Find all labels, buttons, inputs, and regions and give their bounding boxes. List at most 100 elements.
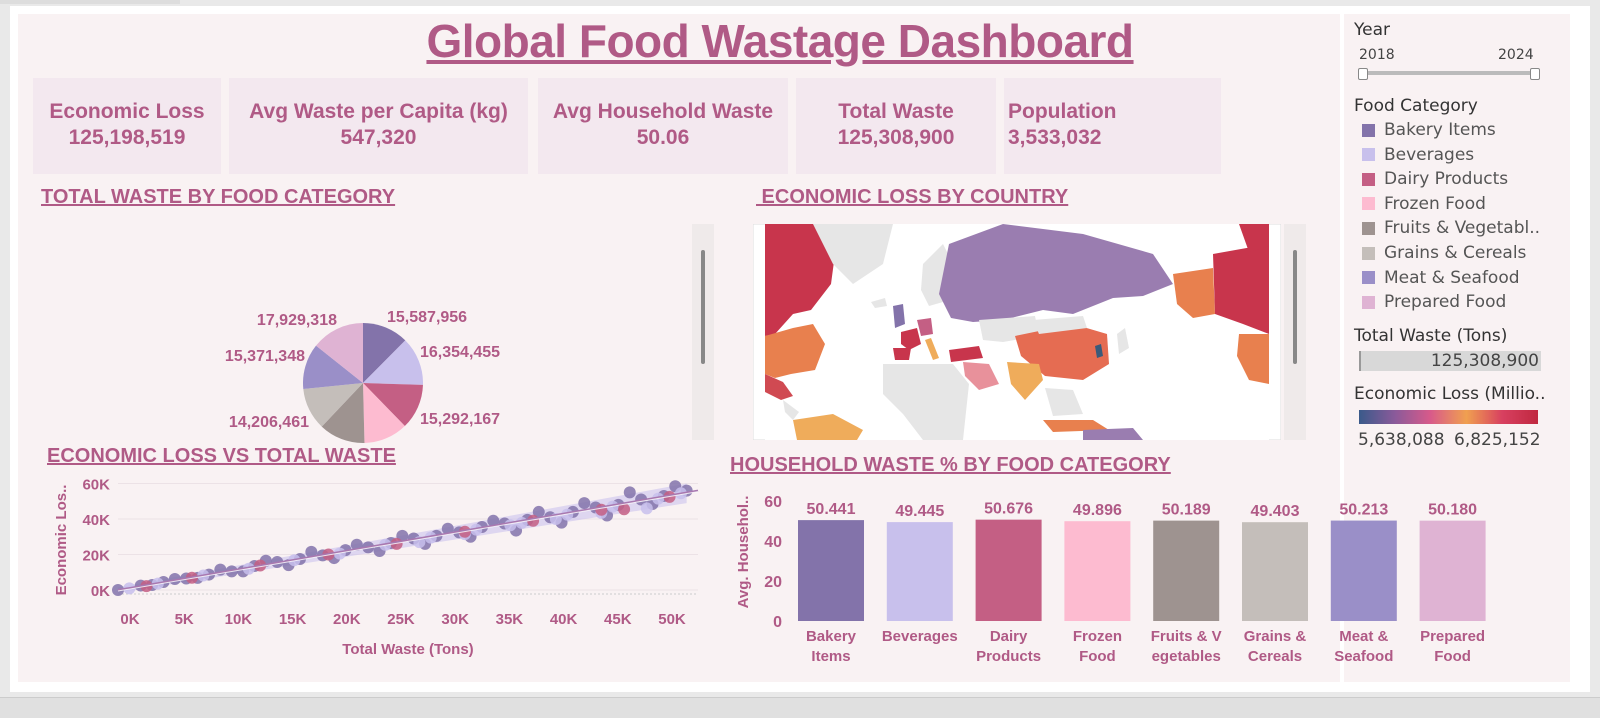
map-country-canada-right (1213, 244, 1269, 334)
map-country-india (1007, 362, 1043, 400)
bottom-status-bar (0, 697, 1600, 718)
year-max-label: 2024 (1498, 47, 1534, 63)
year-slider-min-handle[interactable] (1358, 68, 1368, 80)
bar-chart-title: HOUSEHOLD WASTE % BY FOOD CATEGORY (730, 454, 1171, 476)
scatter-x-tick: 35K (496, 611, 524, 628)
pie-slice[interactable] (303, 345, 363, 389)
map-country-usa (765, 324, 825, 378)
scatter-point[interactable] (640, 502, 653, 515)
legend-item[interactable]: Fruits & Vegetabl.. (1358, 218, 1540, 238)
legend-item[interactable]: Meat & Seafood (1358, 268, 1520, 288)
scatter-x-tick: 50K (658, 611, 686, 628)
scatter-point[interactable] (618, 503, 631, 516)
bar-category-label: Frozen (1073, 628, 1122, 645)
bar[interactable] (1064, 521, 1131, 621)
map-country-africa (883, 364, 969, 440)
map-country-saudi-arabia (963, 362, 999, 390)
map-country-japan (1117, 328, 1129, 354)
legend-swatch (1362, 123, 1375, 137)
kpi-avg-household-waste: Avg Household Waste 50.06 (538, 78, 788, 174)
pie-chart: 15,587,956 16,354,455 15,292,167 14,206,461… (225, 309, 500, 443)
world-map[interactable] (753, 224, 1281, 440)
pie-slice[interactable] (316, 323, 363, 383)
bar-value-label: 50.189 (1162, 502, 1211, 519)
bar-value-label: 49.896 (1073, 502, 1122, 519)
map-country-central-america (783, 400, 799, 420)
map-country-uk (893, 304, 905, 328)
pie-slice[interactable] (363, 323, 406, 383)
pie-slice[interactable] (363, 383, 405, 443)
kpi-economic-loss: Economic Loss 125,198,519 (33, 78, 221, 174)
legend-label: Bakery Items (1384, 120, 1496, 140)
kpi-total-waste: Total Waste 125,308,900 (796, 78, 996, 174)
map-country-france (901, 328, 921, 350)
bar-value-label: 50.441 (807, 501, 856, 518)
legend-label: Meat & Seafood (1384, 267, 1520, 288)
legend-swatch (1362, 246, 1375, 260)
year-slider-track[interactable] (1362, 71, 1536, 75)
bar[interactable] (1242, 522, 1308, 621)
pie-slice[interactable] (303, 383, 363, 427)
bar-category-label-line2: Cereals (1248, 648, 1302, 665)
scatter-point[interactable] (487, 514, 500, 527)
scatter-point[interactable] (305, 545, 318, 558)
bar-chart: 0 20 40 60 Avg. Househol.. 50.441 Bakery Items 4… (735, 494, 1486, 665)
legend-item[interactable]: Prepared Food (1358, 292, 1506, 312)
bar-category-label: Beverages (882, 628, 958, 645)
bar[interactable] (1330, 520, 1397, 621)
legend-label: Dairy Products (1384, 169, 1509, 190)
map-country-greenland-right (1239, 224, 1269, 252)
scatter-point[interactable] (623, 486, 636, 499)
map-scrollbar-thumb[interactable] (1293, 250, 1297, 364)
economic-loss-min: 5,638,088 (1358, 430, 1445, 450)
window-top-strip (0, 0, 180, 4)
economic-loss-max: 6,825,152 (1454, 430, 1541, 450)
bar[interactable] (886, 522, 953, 621)
bar[interactable] (1153, 520, 1220, 621)
legend-item[interactable]: Beverages (1358, 145, 1474, 165)
pie-slice[interactable] (363, 340, 424, 385)
bar[interactable] (798, 520, 864, 621)
map-country-australia (1083, 428, 1143, 440)
kpi-label: Economic Loss (49, 100, 205, 123)
legend-item[interactable]: Grains & Cereals (1358, 243, 1526, 263)
legend-swatch (1362, 295, 1375, 309)
legend-item[interactable]: Dairy Products (1358, 169, 1508, 189)
map-country-canada (765, 224, 835, 336)
year-min-label: 2018 (1359, 47, 1395, 63)
scatter-x-tick: 15K (279, 611, 307, 628)
legend-label: Beverages (1384, 144, 1475, 165)
map-country-mexico (765, 374, 793, 400)
map-scrollbar[interactable] (1284, 224, 1306, 440)
year-slider-max-handle[interactable] (1530, 68, 1540, 80)
scatter-x-tick: 25K (387, 611, 415, 628)
bar[interactable] (975, 519, 1042, 621)
scatter-point[interactable] (532, 505, 545, 518)
bar-category-label: Bakery (806, 628, 857, 645)
legend-item[interactable]: Frozen Food (1358, 194, 1486, 214)
legend-swatch (1362, 197, 1375, 211)
bar-value-label: 50.180 (1428, 502, 1477, 519)
year-filter-title: Year (1354, 20, 1390, 40)
economic-loss-color-ramp (1359, 410, 1538, 424)
scatter-chart-title: ECONOMIC LOSS VS TOTAL WASTE (47, 445, 396, 467)
bar-category-label-line2: egetables (1152, 648, 1221, 665)
scatter-x-tick: 30K (441, 611, 469, 628)
legend-item[interactable]: Bakery Items (1358, 120, 1496, 140)
pie-slice[interactable] (363, 383, 423, 426)
map-country-turkey (949, 346, 983, 362)
pie-scrollbar-thumb[interactable] (701, 250, 705, 364)
pie-slice[interactable] (321, 383, 365, 443)
pie-scrollbar[interactable] (692, 224, 714, 440)
legend-label: Grains & Cereals (1384, 243, 1527, 263)
economic-loss-legend-title: Economic Loss (Millio.. (1354, 384, 1546, 404)
bar-value-label: 50.676 (984, 501, 1033, 518)
scatter-x-tick: 10K (225, 611, 253, 628)
map-country-greenland (813, 224, 893, 284)
scatter-point[interactable] (504, 519, 517, 532)
bar[interactable] (1419, 520, 1486, 621)
scatter-point[interactable] (441, 522, 454, 535)
bar-category-label: Meat & (1339, 628, 1388, 645)
scatter-point[interactable] (578, 497, 591, 510)
bar-y-axis-title: Avg. Househol.. (735, 496, 752, 609)
